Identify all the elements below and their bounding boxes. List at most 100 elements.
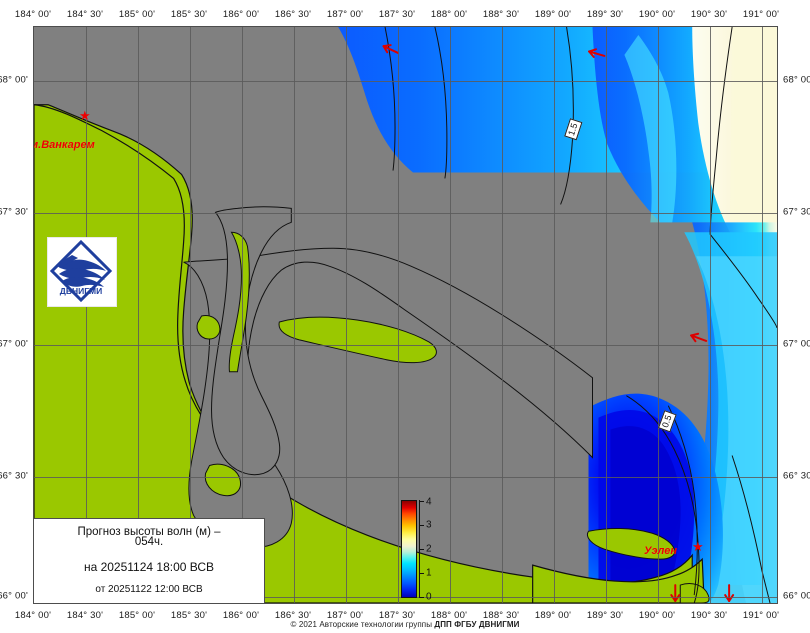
colorbar-label: 3	[426, 519, 432, 531]
forecast-run-time: от 20251122 12:00 ВСВ	[95, 584, 203, 595]
grid-line-vertical	[710, 27, 711, 603]
lon-tick-bottom: 187° 30'	[378, 610, 416, 621]
contour-line-aux-e	[731, 455, 771, 603]
forecast-valid-time: на 20251124 18:00 ВСВ	[83, 560, 215, 574]
city-label-vankarem: м.Ванкарем	[33, 139, 95, 151]
colorbar-tick	[419, 573, 424, 574]
direction-arrow	[588, 48, 606, 58]
direction-arrow	[690, 332, 708, 343]
lon-tick-top: 188° 00'	[430, 9, 468, 20]
lat-tick-left: 67° 00'	[0, 338, 28, 350]
colorbar-tick	[419, 501, 424, 502]
grid-line-horizontal	[34, 345, 777, 346]
lon-tick-bottom: 184° 30'	[66, 610, 104, 621]
colorbar-label: 4	[426, 496, 432, 508]
grid-line-vertical	[346, 27, 347, 603]
lon-tick-bottom: 190° 00'	[638, 610, 676, 621]
contour-line-aux-2	[384, 27, 396, 171]
wave-height-field	[34, 27, 777, 603]
grid-line-vertical	[242, 27, 243, 603]
lagoon-inlet	[183, 247, 593, 548]
lon-tick-bottom: 185° 00'	[118, 610, 156, 621]
lat-tick-left: 66° 30'	[0, 470, 28, 482]
forecast-title-line: Прогноз высоты волн (м) – 054ч.	[77, 526, 221, 548]
lon-tick-top: 189° 00'	[534, 9, 572, 20]
direction-arrow	[670, 584, 681, 603]
lat-tick-right: 67° 00'	[783, 338, 810, 350]
city-marker-star: ★	[692, 539, 704, 554]
small-island-1	[196, 315, 221, 340]
land-se-coast	[532, 557, 705, 603]
lon-tick-top: 184° 30'	[66, 9, 104, 20]
lat-tick-right: 66° 00'	[783, 590, 810, 602]
direction-arrow	[724, 584, 735, 603]
colorbar-tick	[419, 549, 424, 550]
land-peninsula-finger	[278, 316, 437, 364]
map-frame: ★ м.Ванкарем ★ Уэлен 1.5 0.5	[33, 26, 778, 604]
lon-tick-bottom: 188° 00'	[430, 610, 468, 621]
colorbar-tick	[419, 597, 424, 598]
lon-tick-bottom: 188° 30'	[482, 610, 520, 621]
colorbar-label: 2	[426, 543, 432, 555]
lat-tick-left: 67° 30'	[0, 206, 28, 218]
contour-line-0-5b	[626, 395, 700, 603]
lon-tick-bottom: 185° 30'	[170, 610, 208, 621]
logo-text: ДВНИГМИ	[60, 286, 102, 296]
grid-line-vertical	[502, 27, 503, 603]
lon-tick-top: 185° 30'	[170, 9, 208, 20]
grid-line-vertical	[606, 27, 607, 603]
lon-tick-bottom: 186° 00'	[222, 610, 260, 621]
forecast-lead-time: 054ч.	[134, 536, 164, 548]
colorbar-tick	[419, 525, 424, 526]
colorbar-label: 1	[426, 567, 432, 579]
lon-tick-top: 190° 30'	[690, 9, 728, 20]
lon-tick-top: 187° 00'	[326, 9, 364, 20]
grid-line-vertical	[554, 27, 555, 603]
grid-line-vertical	[138, 27, 139, 603]
copyright-prefix: © 2021 Авторские технологии группы	[290, 620, 435, 629]
lat-tick-right: 67° 30'	[783, 206, 810, 218]
lat-tick-right: 68° 00'	[783, 74, 810, 86]
lon-tick-bottom: 191° 00'	[742, 610, 780, 621]
forecast-info-box: Прогноз высоты волн (м) – 054ч. на 20251…	[33, 518, 265, 604]
grid-line-vertical	[398, 27, 399, 603]
contour-line-0-5	[667, 405, 698, 596]
bay-spit	[228, 231, 250, 373]
lon-tick-top: 191° 00'	[742, 9, 780, 20]
lon-tick-bottom: 186° 30'	[274, 610, 312, 621]
copyright-org: ДПП ФГБУ ДВНИГМИ	[434, 620, 520, 629]
lon-tick-top: 190° 00'	[638, 9, 676, 20]
grid-line-horizontal	[34, 477, 777, 478]
grid-line-horizontal	[34, 81, 777, 82]
lon-tick-bottom: 189° 30'	[586, 610, 624, 621]
city-label-uelen: Уэлен	[644, 545, 677, 557]
grid-line-vertical	[450, 27, 451, 603]
colorbar-gradient	[401, 500, 417, 598]
dvnigmi-logo: ДВНИГМИ	[47, 237, 117, 307]
kolyuchin-bay	[211, 206, 292, 476]
lat-tick-left: 66° 00'	[0, 590, 28, 602]
forecast-title: Прогноз высоты волн (м) –	[77, 526, 221, 538]
lon-tick-top: 184° 00'	[14, 9, 52, 20]
grid-line-vertical	[658, 27, 659, 603]
land-coastline-fill	[34, 104, 624, 603]
lon-tick-bottom: 190° 30'	[690, 610, 728, 621]
colorbar: 0 1 2 3 4	[401, 496, 447, 603]
wave-band-east-mid-3	[696, 256, 777, 603]
direction-arrow-group	[382, 44, 735, 603]
grid-line-vertical	[762, 27, 763, 603]
lon-tick-bottom: 187° 00'	[326, 610, 364, 621]
small-island-2	[204, 463, 241, 497]
direction-arrow	[382, 44, 400, 54]
logo-diamond-waves-icon: ДВНИГМИ	[49, 239, 113, 303]
lon-tick-top: 186° 00'	[222, 9, 260, 20]
copyright-credit: © 2021 Авторские технологии группы ДПП Ф…	[0, 620, 810, 629]
lon-tick-top: 189° 30'	[586, 9, 624, 20]
lat-tick-right: 66° 30'	[783, 470, 810, 482]
contour-line-aux-1	[434, 27, 448, 179]
lon-tick-top: 185° 00'	[118, 9, 156, 20]
lon-tick-top: 188° 30'	[482, 9, 520, 20]
lon-tick-top: 186° 30'	[274, 9, 312, 20]
grid-line-vertical	[86, 27, 87, 603]
lat-tick-left: 68° 00'	[0, 74, 28, 86]
